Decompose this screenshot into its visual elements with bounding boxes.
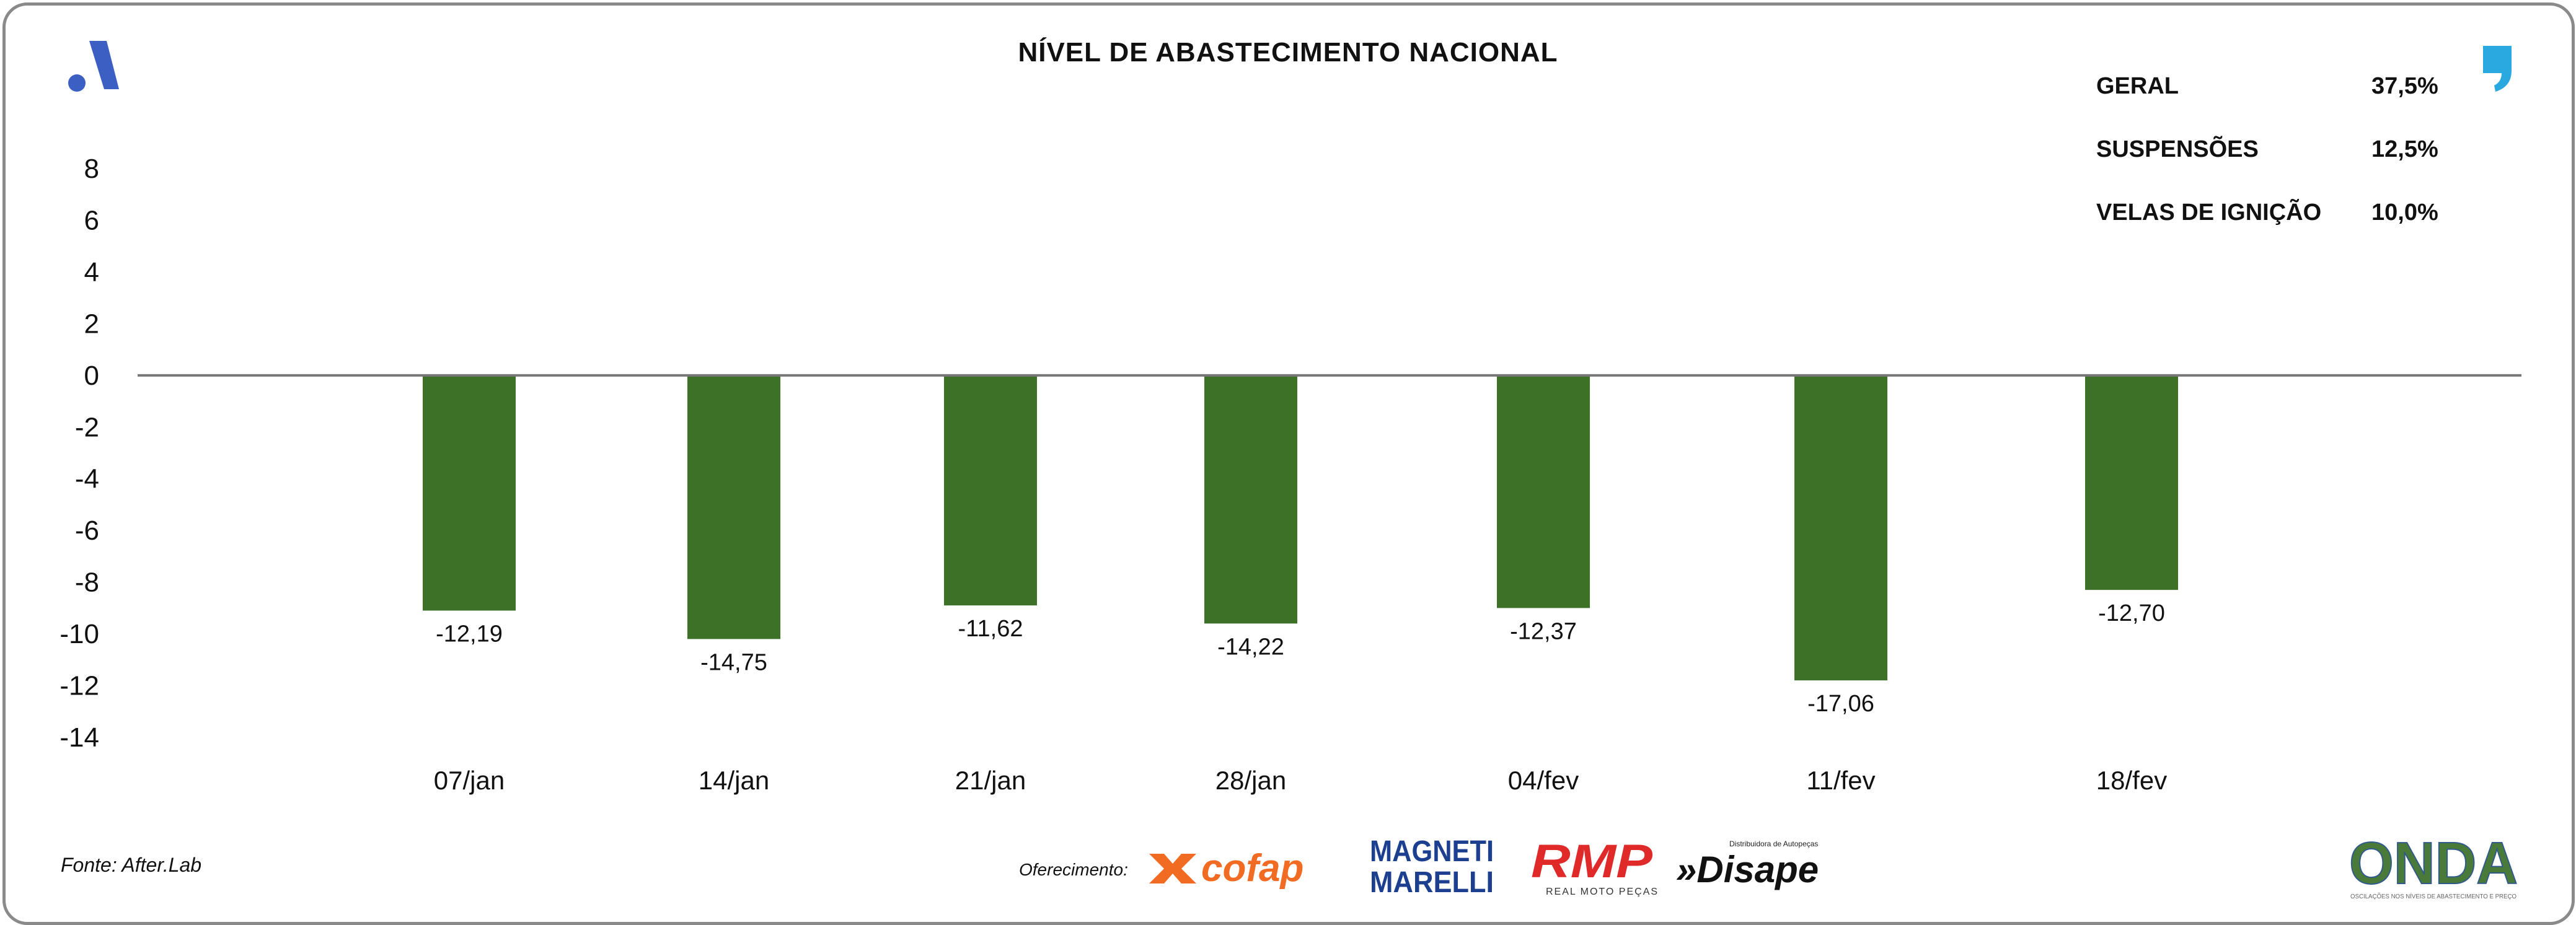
- x-axis: 07/jan 14/jan 21/jan 28/jan 04/fev 11/fev 18/f…: [434, 766, 2167, 795]
- disape-text: »Disape: [1676, 849, 1819, 890]
- data-label: -12,19: [436, 621, 503, 647]
- y-tick-label: 0: [84, 361, 99, 391]
- x-tick-label: 18/fev: [2096, 766, 2167, 795]
- comma-icon: [2483, 46, 2512, 92]
- y-tick-label: -4: [75, 464, 99, 494]
- bar: [423, 375, 516, 611]
- bar: [944, 375, 1037, 606]
- bar: [1204, 375, 1297, 624]
- x-tick-label: 04/fev: [1508, 766, 1579, 795]
- y-tick-label: -6: [75, 515, 99, 546]
- data-label: -12,37: [1510, 618, 1577, 644]
- y-axis: 8 6 4 2 0 -2 -4 -6 -8 -10 -12 -14: [60, 154, 99, 753]
- source-note: Fonte: After.Lab: [61, 854, 202, 876]
- x-tick-label: 14/jan: [699, 766, 769, 795]
- y-tick-label: -10: [60, 619, 99, 649]
- data-labels: -12,19 -14,75 -11,62 -14,22 -12,37 -17,06 -12,…: [436, 600, 2165, 717]
- data-label: -12,70: [2098, 600, 2165, 626]
- bar-chart: 8 6 4 2 0 -2 -4 -6 -8 -10 -12 -14 -12,19 -14,75 -11,6…: [60, 154, 2521, 795]
- data-label: -14,75: [700, 649, 767, 675]
- stat-value-geral: 37,5%: [2371, 73, 2438, 99]
- rmp-text: RMP: [1531, 836, 1652, 888]
- bar: [2085, 375, 2178, 590]
- y-tick-label: 8: [84, 154, 99, 184]
- bar: [687, 375, 780, 639]
- disape-logo: Distribuidora de Autopeças »Disape: [1676, 840, 1819, 890]
- bar: [1497, 375, 1590, 608]
- onda-text: ONDA: [2349, 830, 2518, 897]
- marelli-text: MARELLI: [1370, 866, 1494, 898]
- y-tick-label: 2: [84, 309, 99, 339]
- rmp-logo: RMP REAL MOTO PEÇAS: [1531, 836, 1657, 897]
- magneti-marelli-logo: MAGNETI MARELLI: [1370, 835, 1494, 898]
- onda-logo: ONDA OSCILAÇÕES NOS NÍVEIS DE ABASTECIME…: [2349, 830, 2518, 900]
- a-logo-icon: [68, 41, 119, 92]
- rmp-subtext: REAL MOTO PEÇAS: [1546, 887, 1657, 897]
- x-tick-label: 07/jan: [434, 766, 505, 795]
- y-tick-label: -8: [75, 568, 99, 598]
- y-tick-label: -2: [75, 412, 99, 442]
- x-tick-label: 28/jan: [1215, 766, 1286, 795]
- cofap-text: cofap: [1201, 847, 1303, 890]
- y-tick-label: 4: [84, 257, 99, 287]
- bars: [423, 375, 2178, 681]
- offer-label: Oferecimento:: [1019, 860, 1128, 879]
- stat-label-suspensoes: SUSPENSÕES: [2096, 136, 2259, 162]
- y-tick-label: -14: [60, 722, 99, 753]
- stat-label-geral: GERAL: [2096, 73, 2179, 99]
- chart-title: NÍVEL DE ABASTECIMENTO NACIONAL: [1018, 37, 1558, 68]
- data-label: -14,22: [1217, 634, 1284, 660]
- onda-subtext: OSCILAÇÕES NOS NÍVEIS DE ABASTECIMENTO E…: [2350, 892, 2516, 900]
- x-tick-label: 11/fev: [1806, 766, 1875, 795]
- disape-subtext: Distribuidora de Autopeças: [1729, 840, 1818, 848]
- bar: [1794, 375, 1887, 681]
- data-label: -11,62: [958, 616, 1023, 642]
- x-tick-label: 21/jan: [955, 766, 1026, 795]
- stat-value-suspensoes: 12,5%: [2371, 136, 2438, 162]
- data-label: -17,06: [1807, 691, 1874, 717]
- stat-label-velas: VELAS DE IGNIÇÃO: [2096, 199, 2322, 226]
- stat-value-velas: 10,0%: [2371, 199, 2438, 226]
- y-tick-label: 6: [84, 205, 99, 235]
- y-tick-label: -12: [60, 671, 99, 701]
- cofap-logo: cofap: [1149, 847, 1303, 890]
- magneti-text: MAGNETI: [1370, 835, 1494, 868]
